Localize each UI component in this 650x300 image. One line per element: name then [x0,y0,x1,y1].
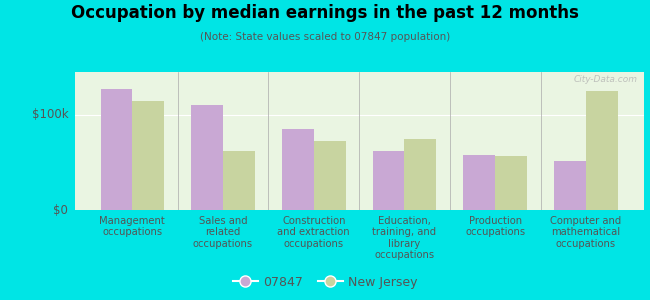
Bar [463,155,495,210]
Bar [133,100,164,210]
Bar [282,129,314,210]
Text: $100k: $100k [32,108,68,121]
Legend: 07847, New Jersey: 07847, New Jersey [227,271,422,294]
Text: (Note: State values scaled to 07847 population): (Note: State values scaled to 07847 popu… [200,32,450,41]
Bar [404,139,436,210]
Bar [101,89,133,210]
Text: City-Data.com: City-Data.com [574,75,638,84]
Bar [191,105,223,210]
Bar [223,151,255,210]
Bar [495,156,527,210]
Text: Occupation by median earnings in the past 12 months: Occupation by median earnings in the pas… [71,4,579,22]
Bar [314,142,346,210]
Bar [586,91,617,210]
Text: $0: $0 [53,203,68,217]
Bar [372,151,404,210]
Bar [554,160,586,210]
